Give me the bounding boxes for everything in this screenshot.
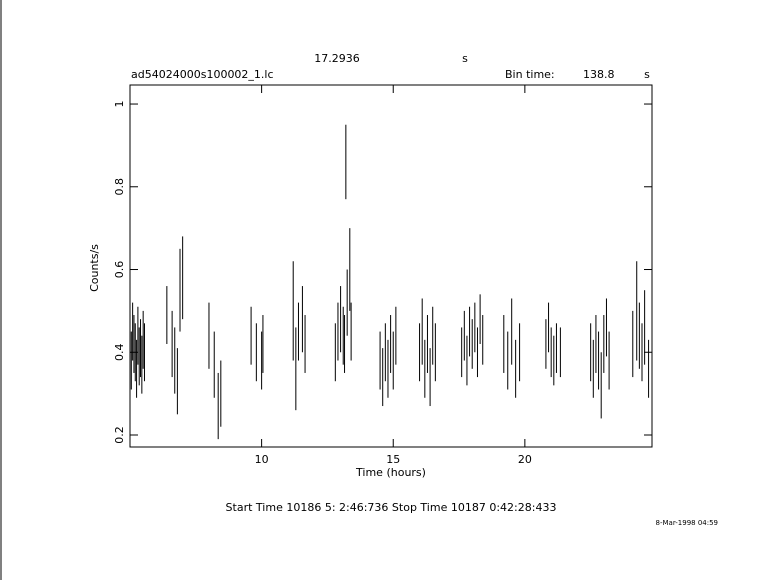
bin-time-label: Bin time:: [505, 68, 555, 81]
date-stamp: 8-Mar-1998 04:59: [656, 519, 718, 527]
y-tick-label: 0.8: [113, 178, 126, 196]
title-unit: s: [462, 52, 468, 65]
y-axis-label: Counts/s: [88, 244, 101, 292]
y-tick-label: 0.2: [113, 426, 126, 444]
y-tick-label: 1: [113, 101, 126, 108]
plot-frame: [129, 84, 653, 448]
bin-time-unit: s: [644, 68, 650, 81]
bin-time: 138.8: [583, 68, 615, 81]
subtitle: ad54024000s100002_1.lc: [131, 68, 274, 81]
x-axis-label: Time (hours): [355, 466, 426, 479]
x-tick-label: 15: [386, 453, 400, 466]
x-tick-label: 10: [255, 453, 269, 466]
x-tick-label: 20: [518, 453, 532, 466]
chart-title: 17.2936: [314, 52, 360, 65]
y-tick-label: 0.4: [113, 344, 126, 362]
footer: Start Time 10186 5: 2:46:736 Stop Time 1…: [226, 501, 557, 514]
y-tick-label: 0.6: [113, 261, 126, 279]
